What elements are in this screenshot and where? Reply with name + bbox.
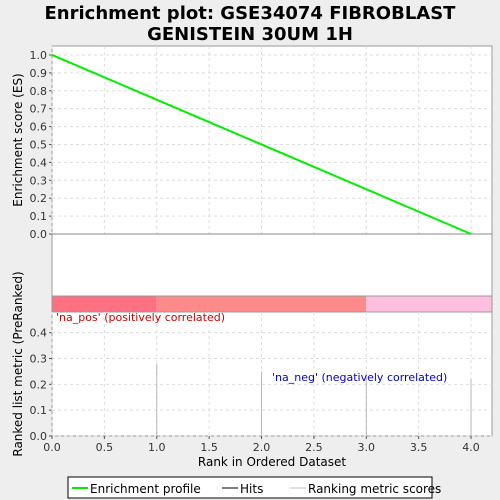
bottom-ylabel: Ranked list metric (PreRanked) xyxy=(11,271,25,456)
neg-annotation: 'na_neg' (negatively correlated) xyxy=(272,371,447,384)
xtick-label: 4.0 xyxy=(462,441,480,454)
xtick-label: 1.0 xyxy=(148,441,166,454)
color-bar-segment xyxy=(366,296,492,312)
top-ytick-label: 0.1 xyxy=(30,210,48,223)
legend-label: Enrichment profile xyxy=(90,482,201,496)
xtick-label: 0.5 xyxy=(96,441,114,454)
xtick-label: 1.5 xyxy=(200,441,218,454)
bottom-ytick-label: 0.0 xyxy=(30,430,48,443)
top-ytick-label: 0.3 xyxy=(30,174,48,187)
top-ytick-label: 0.6 xyxy=(30,121,48,134)
top-ytick-label: 0.4 xyxy=(30,156,48,169)
top-ytick-label: 0.8 xyxy=(30,85,48,98)
bottom-ytick-label: 0.1 xyxy=(30,404,48,417)
legend-label: Hits xyxy=(240,482,263,496)
legend-label: Ranking metric scores xyxy=(308,482,441,496)
top-ytick-label: 0.9 xyxy=(30,67,48,80)
top-ytick-label: 0.0 xyxy=(30,228,48,241)
top-ytick-label: 0.5 xyxy=(30,138,48,151)
top-ylabel: Enrichment score (ES) xyxy=(11,73,25,206)
xtick-label: 3.5 xyxy=(410,441,428,454)
pos-annotation: 'na_pos' (positively correlated) xyxy=(56,311,225,324)
bottom-ytick-label: 0.4 xyxy=(30,327,48,340)
legend-box xyxy=(67,476,433,499)
xlabel: Rank in Ordered Dataset xyxy=(198,455,346,469)
chart-title-line: GENISTEIN 30UM 1H xyxy=(147,24,353,45)
top-ytick-label: 0.2 xyxy=(30,192,48,205)
color-bar-segment xyxy=(156,296,367,312)
top-ytick-label: 0.7 xyxy=(30,103,48,116)
top-panel-frame xyxy=(51,45,493,297)
chart-title-line: Enrichment plot: GSE34074 FIBROBLAST xyxy=(45,3,457,24)
xtick-label: 2.5 xyxy=(305,441,323,454)
xtick-label: 0.0 xyxy=(43,441,61,454)
color-bar-segment xyxy=(52,296,157,312)
xtick-label: 3.0 xyxy=(358,441,376,454)
bottom-ytick-label: 0.3 xyxy=(30,353,48,366)
bottom-ytick-label: 0.2 xyxy=(30,378,48,391)
enrichment-profile-line xyxy=(51,54,472,235)
xtick-label: 2.0 xyxy=(253,441,271,454)
top-ytick-label: 1.0 xyxy=(30,49,48,62)
